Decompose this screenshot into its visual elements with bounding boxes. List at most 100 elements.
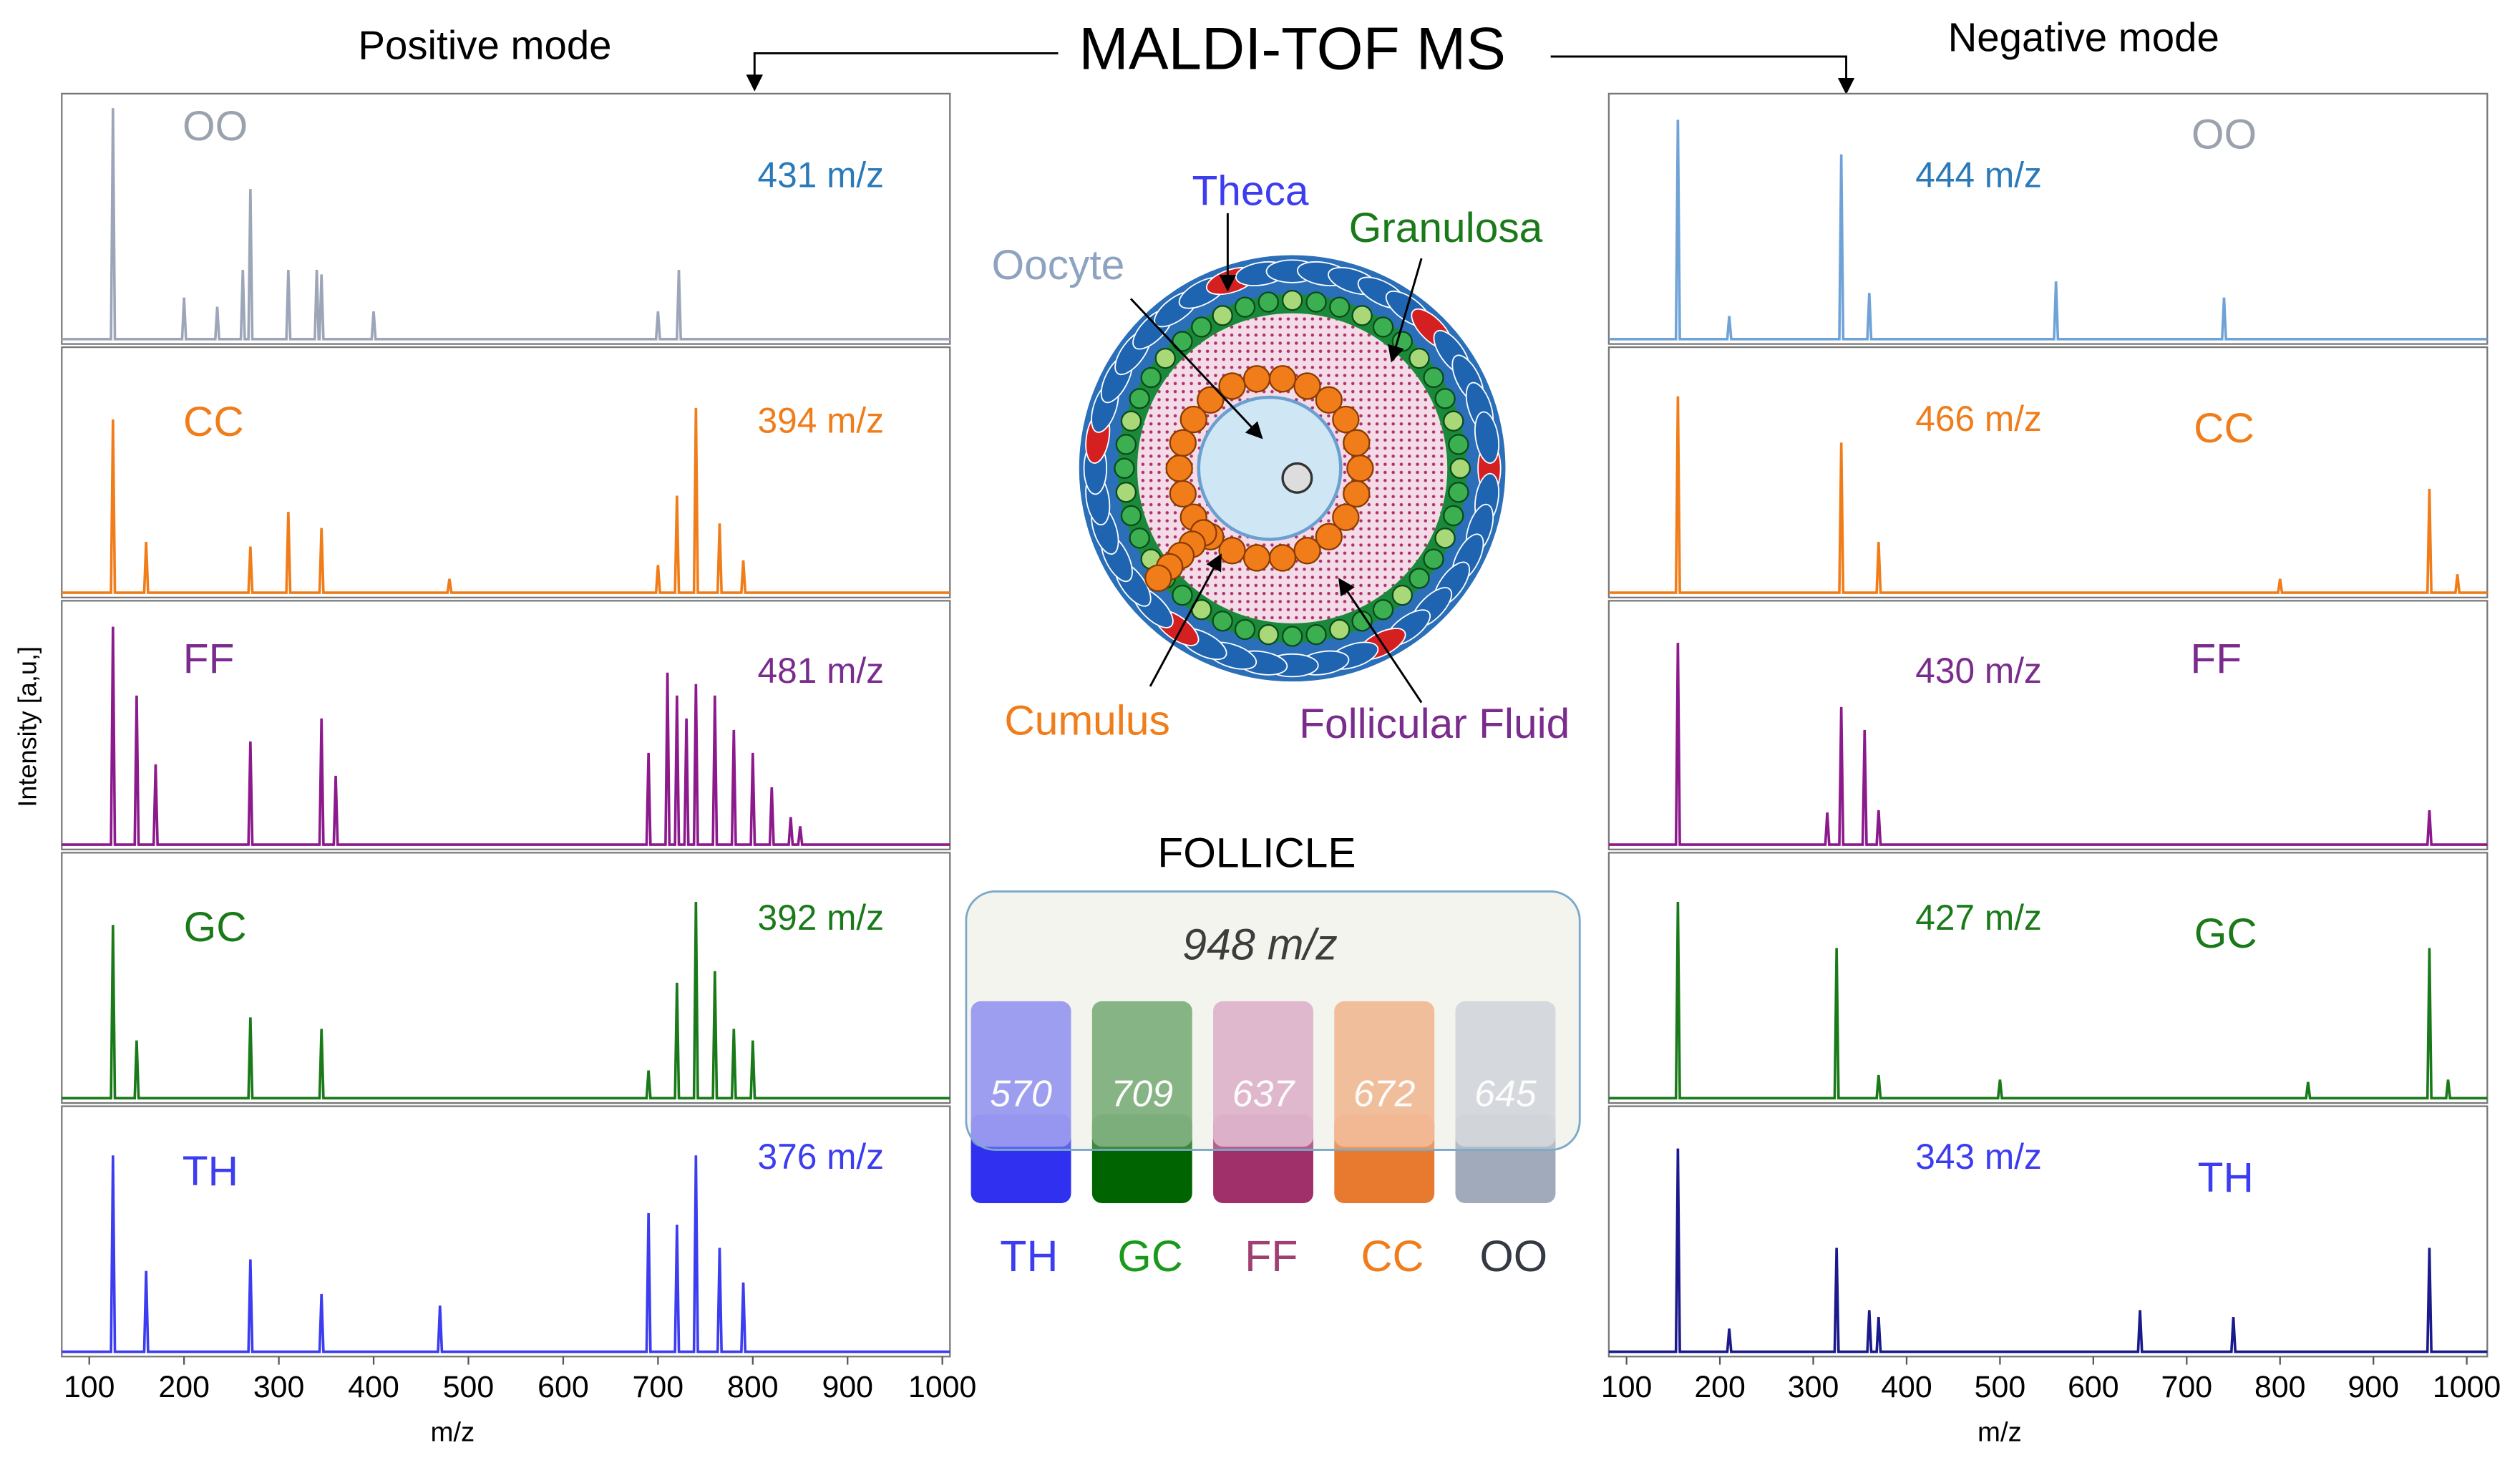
- x-tick-label: 1000: [2433, 1370, 2501, 1404]
- granulosa-cell: [1434, 388, 1456, 409]
- granulosa-cell: [1329, 296, 1351, 318]
- bar-name: TH: [1000, 1232, 1058, 1280]
- panel-name: OO: [183, 103, 248, 150]
- pointer: [1388, 258, 1423, 363]
- cumulus-cell: [1242, 365, 1271, 393]
- granulosa-cell: [1257, 291, 1279, 313]
- cumulus-cell: [1242, 544, 1271, 572]
- granulosa-cell: [1443, 410, 1464, 432]
- panel-name: GC: [184, 904, 247, 951]
- spectrum: [62, 108, 950, 341]
- mz-label: 392 m/z: [758, 898, 885, 938]
- granulosa-cell: [1409, 568, 1430, 589]
- spectrum: [62, 902, 950, 1100]
- granulosa-cell: [1154, 348, 1176, 369]
- cumulus-cell: [1218, 537, 1246, 565]
- x-tick-label: 900: [2348, 1370, 2399, 1404]
- granulosa-cell: [1448, 434, 1469, 455]
- x-tick-label: 300: [1788, 1370, 1839, 1404]
- granulosa-cell: [1329, 618, 1351, 641]
- diagram-label: Granulosa: [1349, 205, 1543, 251]
- panel: [1607, 852, 2489, 1104]
- left-title: Positive mode: [358, 23, 611, 68]
- spectrum: [1608, 643, 2488, 846]
- x-axis-label: m/z: [430, 1417, 475, 1448]
- panel-name: CC: [2194, 405, 2254, 452]
- bar-count: 672: [1353, 1073, 1416, 1114]
- diagram-label: Cumulus: [1004, 697, 1169, 744]
- panel: [1607, 346, 2489, 598]
- panel-name: FF: [183, 636, 235, 683]
- mz-label: 343 m/z: [1915, 1137, 2042, 1177]
- spectrum: [1608, 396, 2488, 594]
- diagram-label: Follicular Fluid: [1299, 701, 1570, 747]
- x-tick-label: 600: [537, 1370, 589, 1404]
- granulosa-cell: [1305, 291, 1327, 313]
- granulosa-cell: [1443, 505, 1464, 527]
- arrow: [746, 52, 1059, 92]
- granulosa-cell: [1115, 434, 1137, 455]
- granulosa-cell: [1191, 316, 1212, 338]
- diagram-label: Theca: [1192, 167, 1308, 214]
- cumulus-cell: [1346, 455, 1374, 482]
- panel-name: OO: [2191, 111, 2257, 157]
- mz-label: 444 m/z: [1915, 155, 2042, 195]
- bar-name: GC: [1117, 1232, 1182, 1280]
- panel: [61, 600, 951, 850]
- cumulus-cell: [1268, 544, 1297, 572]
- x-tick-label: 800: [727, 1370, 779, 1404]
- bar-top: [970, 1001, 1071, 1147]
- granulosa-cell: [1140, 366, 1162, 389]
- granulosa-cell: [1114, 457, 1135, 480]
- panel-name: TH: [183, 1148, 238, 1195]
- nucleus: [1281, 462, 1313, 494]
- panel: [61, 1105, 951, 1358]
- cumulus-cell: [1332, 503, 1360, 531]
- cumulus-cell: [1165, 455, 1193, 482]
- diagram-label: Oocyte: [992, 242, 1125, 288]
- arrow: [1550, 55, 1855, 95]
- cumulus-cell: [1169, 429, 1197, 457]
- x-tick-label: 400: [348, 1370, 399, 1404]
- granulosa-cell: [1212, 611, 1233, 632]
- bar-count: 637: [1232, 1073, 1296, 1114]
- mz-label: 427 m/z: [1915, 898, 2042, 938]
- granulosa-cell: [1351, 611, 1373, 632]
- panel: [1607, 600, 2489, 850]
- granulosa-cell: [1120, 410, 1142, 432]
- bar-top: [1213, 1001, 1313, 1147]
- spectrum: [62, 1155, 950, 1353]
- spectrum: [62, 626, 950, 846]
- bar-top: [1455, 1001, 1556, 1147]
- bar-count: 645: [1474, 1073, 1537, 1114]
- cumulus-cell: [1169, 480, 1197, 508]
- follicle-box-overlay: [965, 890, 1581, 1151]
- granulosa-cell: [1120, 505, 1142, 527]
- panel-name: CC: [183, 399, 244, 445]
- bar-name: FF: [1245, 1232, 1298, 1280]
- cumulus-cell: [1332, 405, 1360, 434]
- mz-label: 376 m/z: [758, 1137, 885, 1177]
- cumulus-cell: [1343, 429, 1371, 457]
- x-axis-label: m/z: [1977, 1417, 2022, 1448]
- x-tick-label: 100: [64, 1370, 115, 1404]
- x-tick-label: 500: [1975, 1370, 2026, 1404]
- granulosa-cell: [1281, 626, 1303, 647]
- mz-label: 394 m/z: [758, 400, 885, 440]
- x-tick-label: 1000: [908, 1370, 976, 1404]
- granulosa-cell: [1409, 348, 1430, 369]
- mz-label: 431 m/z: [758, 155, 885, 195]
- bar-name: OO: [1479, 1232, 1547, 1280]
- panel: [61, 852, 951, 1104]
- granulosa-cell: [1423, 548, 1444, 570]
- granulosa-cell: [1423, 366, 1444, 389]
- cumulus-cell: [1197, 386, 1225, 414]
- granulosa-cell: [1172, 331, 1193, 352]
- panel: [61, 92, 951, 345]
- spectrum: [1608, 902, 2488, 1100]
- cumulus-cell: [1218, 372, 1246, 400]
- pointer: [1338, 578, 1423, 704]
- granulosa-cell: [1212, 305, 1233, 326]
